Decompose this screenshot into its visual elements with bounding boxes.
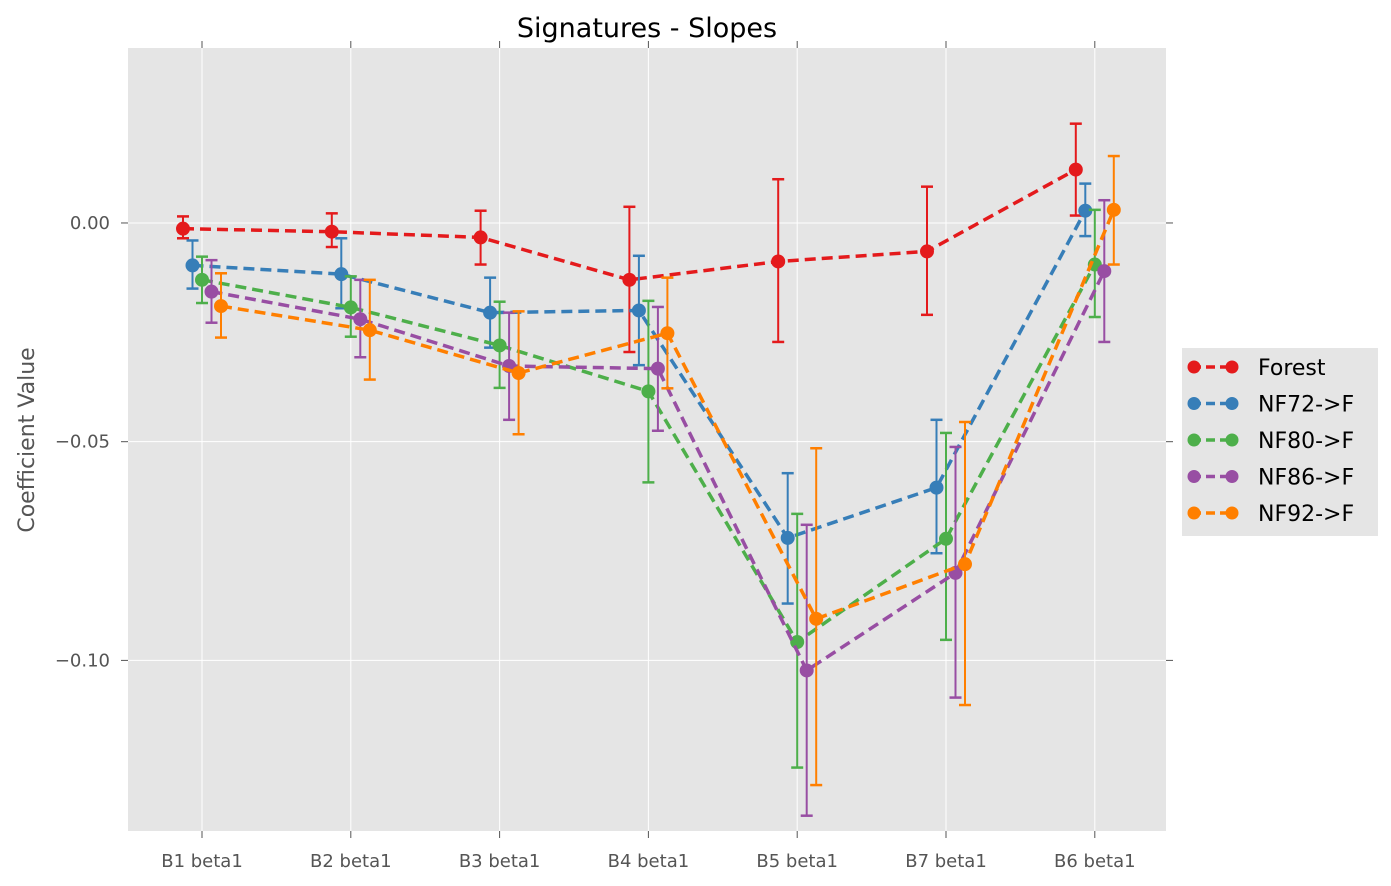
data-point — [1106, 202, 1121, 217]
legend-label: NF92->F — [1258, 502, 1354, 527]
y-tick-label: 0.00 — [70, 213, 110, 234]
x-tick-labels: B1 beta1 B2 beta1 B3 beta1 B4 beta1 B5 beta1… — [161, 851, 1135, 872]
y-tick-label: −0.05 — [55, 432, 110, 453]
data-point — [809, 611, 824, 626]
data-point — [353, 312, 368, 327]
data-point — [622, 272, 637, 287]
data-point — [204, 284, 219, 299]
legend-marker — [1187, 397, 1201, 410]
x-tick-label: B2 beta1 — [310, 851, 392, 872]
legend-marker — [1187, 470, 1201, 483]
data-point — [939, 531, 953, 546]
x-tick-label: B4 beta1 — [608, 851, 690, 872]
legend-label: NF72->F — [1258, 393, 1354, 418]
x-tick-label: B3 beta1 — [459, 851, 541, 872]
data-point — [1068, 162, 1083, 177]
data-point — [790, 635, 805, 650]
data-point — [511, 366, 526, 381]
legend-label: NF86->F — [1258, 466, 1354, 491]
data-point — [362, 323, 377, 338]
chart-title: Signatures - Slopes — [517, 13, 777, 44]
data-point — [324, 224, 339, 239]
legend-marker — [1225, 397, 1239, 410]
data-point — [660, 326, 675, 341]
data-point — [920, 244, 934, 259]
series-NF86->F — [204, 198, 1112, 817]
data-point — [176, 221, 190, 236]
series-layer — [176, 122, 1121, 817]
x-tick-label: B1 beta1 — [161, 851, 243, 872]
x-tick-label: B7 beta1 — [905, 851, 987, 872]
x-tick-label: B5 beta1 — [756, 851, 838, 872]
data-point — [343, 300, 358, 315]
legend-marker — [1225, 433, 1239, 447]
data-point — [631, 303, 646, 318]
series-Forest — [176, 122, 1083, 354]
data-point — [483, 305, 498, 320]
legend-marker — [1225, 470, 1239, 483]
series-NF80->F — [195, 208, 1102, 769]
axis-ticks — [121, 41, 1173, 838]
legend-marker — [1187, 433, 1201, 447]
data-point — [185, 258, 200, 273]
legend-label: Forest — [1258, 356, 1326, 381]
data-point — [195, 272, 209, 287]
data-point — [1097, 264, 1112, 279]
plot-area — [128, 48, 1166, 831]
data-point — [650, 361, 665, 376]
legend-label: NF80->F — [1258, 429, 1354, 454]
data-point — [958, 557, 972, 572]
y-axis-label: Coefficient Value — [15, 347, 40, 532]
y-tick-labels: 0.00 −0.05 −0.10 — [55, 213, 110, 671]
data-point — [799, 663, 814, 678]
legend-marker — [1225, 360, 1239, 374]
legend-marker — [1187, 506, 1201, 520]
legend-marker — [1225, 506, 1239, 520]
legend-box — [1182, 348, 1378, 536]
series-NF72->F — [185, 182, 1093, 605]
legend: Forest NF72->F NF80->F NF86->F NF92->F — [1182, 348, 1378, 536]
y-tick-label: −0.10 — [55, 650, 110, 671]
legend-marker — [1187, 360, 1201, 374]
data-point — [929, 480, 944, 495]
data-point — [771, 254, 786, 269]
data-point — [214, 299, 228, 314]
data-point — [492, 338, 507, 353]
data-point — [473, 230, 488, 245]
data-point — [334, 267, 349, 282]
series-NF92->F — [214, 154, 1121, 787]
x-tick-label: B6 beta1 — [1054, 851, 1136, 872]
data-point — [780, 530, 795, 545]
data-point — [641, 384, 656, 399]
